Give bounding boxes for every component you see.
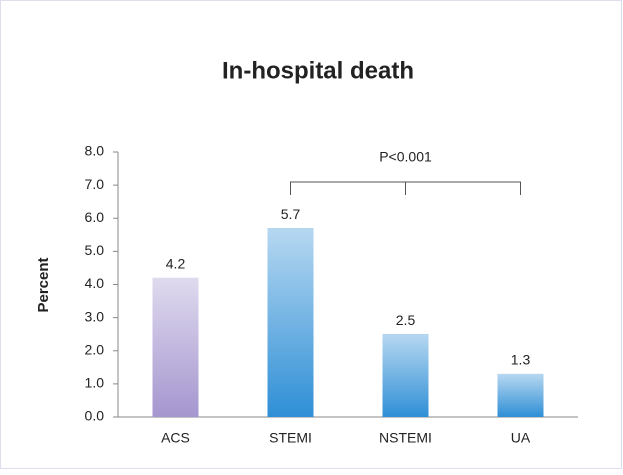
bar-shine (382, 334, 429, 417)
y-tick-label: 8.0 (85, 143, 105, 159)
y-axis-label: Percent (35, 257, 52, 312)
value-label: 5.7 (281, 206, 301, 222)
x-tick-label: UA (511, 430, 531, 446)
y-tick-label: 1.0 (85, 375, 105, 391)
y-tick-label: 5.0 (85, 242, 105, 258)
y-tick-label: 6.0 (85, 209, 105, 225)
y-tick-label: 3.0 (85, 308, 105, 324)
x-tick-label: NSTEMI (379, 430, 432, 446)
bracket (290, 181, 521, 195)
x-tick-label: STEMI (269, 430, 312, 446)
value-label: 2.5 (396, 312, 416, 328)
y-tick-label: 7.0 (85, 176, 105, 192)
bar-shine (497, 373, 544, 417)
value-label: 1.3 (511, 352, 531, 368)
annotation: P<0.001 (379, 149, 432, 165)
y-tick-label: 4.0 (85, 275, 105, 291)
y-tick-label: 0.0 (85, 408, 105, 424)
value-label: 4.2 (166, 256, 186, 272)
x-tick-label: ACS (161, 430, 190, 446)
chart-title: In-hospital death (222, 57, 414, 84)
bar-shine (267, 228, 314, 417)
bar-shine (152, 277, 199, 417)
y-tick-label: 2.0 (85, 341, 105, 357)
